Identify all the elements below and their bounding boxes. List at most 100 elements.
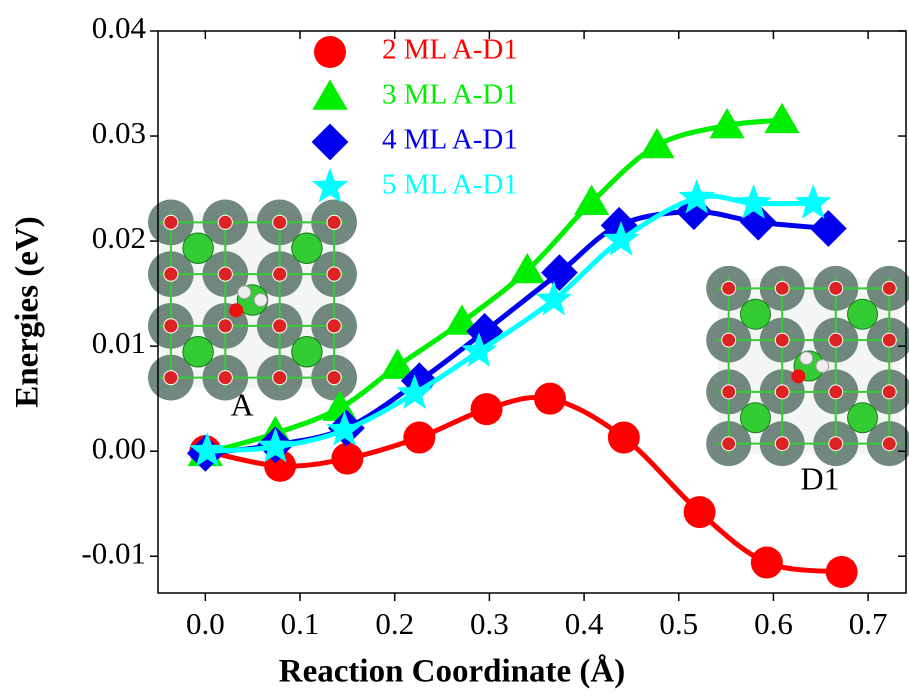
y-tick-label: 0.00 <box>92 430 146 465</box>
marker <box>639 127 675 159</box>
atom-red <box>774 280 790 296</box>
atom-red <box>326 318 342 334</box>
legend-marker <box>311 167 349 203</box>
atom-green <box>739 402 771 434</box>
marker <box>794 184 832 219</box>
marker <box>535 280 573 316</box>
inset-structure <box>706 265 909 467</box>
atom-h <box>253 292 268 308</box>
atom-h <box>799 351 814 366</box>
inset-label: D1 <box>800 460 839 496</box>
atom-red <box>163 370 179 386</box>
atom-red <box>881 436 897 452</box>
fit-line <box>204 117 783 456</box>
atom-red <box>828 436 844 452</box>
atom-red <box>272 318 288 334</box>
marker <box>470 393 503 426</box>
x-tick-label: 0.6 <box>754 606 793 641</box>
atom-red <box>326 266 342 282</box>
atom-red <box>163 318 179 334</box>
y-tick-label: 0.04 <box>92 10 147 45</box>
atom-green <box>182 232 214 264</box>
marker <box>683 496 716 529</box>
legend-marker <box>312 79 348 110</box>
atom-red <box>272 214 288 230</box>
atom-green <box>291 336 323 368</box>
x-tick-label: 0.2 <box>375 606 414 641</box>
marker <box>602 220 640 256</box>
atom-red <box>881 280 897 296</box>
atom-red <box>217 214 233 230</box>
atom-red <box>721 332 737 348</box>
marker <box>709 107 745 139</box>
y-axis-title: Energies (eV) <box>10 216 46 408</box>
marker <box>735 184 772 219</box>
x-tick-label: 0.1 <box>281 606 320 641</box>
x-tick-label: 0.4 <box>565 606 604 641</box>
atom-green <box>847 298 879 330</box>
atom-red <box>217 266 233 282</box>
legend-label: 4 ML A-D1 <box>382 124 518 156</box>
fit-line <box>204 394 842 575</box>
atom-red <box>326 370 342 386</box>
x-axis-title: Reaction Coordinate (Å) <box>279 654 625 690</box>
legend-label: 2 ML A-D1 <box>382 34 518 66</box>
atom-green <box>739 298 771 330</box>
inset-structure <box>148 199 357 401</box>
marker <box>764 102 800 134</box>
marker <box>809 210 847 247</box>
marker <box>533 382 566 415</box>
legend-marker <box>314 36 346 68</box>
marker <box>379 348 416 379</box>
marker <box>257 427 294 463</box>
atom-red <box>828 332 844 348</box>
atom-red <box>721 436 737 452</box>
atom-red <box>774 436 790 452</box>
inset-label: A <box>230 386 253 422</box>
marker <box>678 178 716 214</box>
marker <box>460 332 498 367</box>
atom-red <box>828 280 844 296</box>
atom-red <box>774 332 790 348</box>
marker <box>509 252 545 284</box>
atom-red <box>721 280 737 296</box>
marker <box>825 555 858 588</box>
x-tick-label: 0.7 <box>849 606 888 641</box>
y-tick-label: 0.01 <box>92 325 146 360</box>
atom-red <box>326 214 342 230</box>
atom-oxygen <box>229 303 244 318</box>
legend-label: 5 ML A-D1 <box>382 169 518 201</box>
atom-green <box>291 232 323 264</box>
marker <box>188 431 226 467</box>
atom-red <box>721 384 737 400</box>
legend-label: 3 ML A-D1 <box>382 79 518 111</box>
marker <box>403 421 436 454</box>
atom-red <box>163 214 179 230</box>
atom-green <box>182 336 214 368</box>
atom-red <box>217 318 233 334</box>
atom-red <box>163 266 179 282</box>
atom-oxygen <box>791 369 806 384</box>
marker <box>750 546 783 579</box>
legend-marker <box>311 123 349 161</box>
x-tick-label: 0.0 <box>186 606 225 641</box>
fit-line <box>207 193 814 454</box>
y-tick-label: 0.02 <box>92 220 146 255</box>
x-tick-label: 0.5 <box>659 606 698 641</box>
y-tick-label: -0.01 <box>81 535 146 570</box>
atom-red <box>272 370 288 386</box>
atom-green <box>847 402 879 434</box>
plot-frame <box>157 30 907 594</box>
atom-h <box>237 285 252 300</box>
atom-red <box>217 370 233 386</box>
x-tick-label: 0.3 <box>470 606 509 641</box>
atom-red <box>828 384 844 400</box>
marker <box>574 184 610 216</box>
atom-red <box>272 266 288 282</box>
y-tick-label: 0.03 <box>92 115 146 150</box>
marker <box>326 410 363 446</box>
marker <box>396 374 433 409</box>
marker <box>607 421 640 454</box>
atom-red <box>881 332 897 348</box>
